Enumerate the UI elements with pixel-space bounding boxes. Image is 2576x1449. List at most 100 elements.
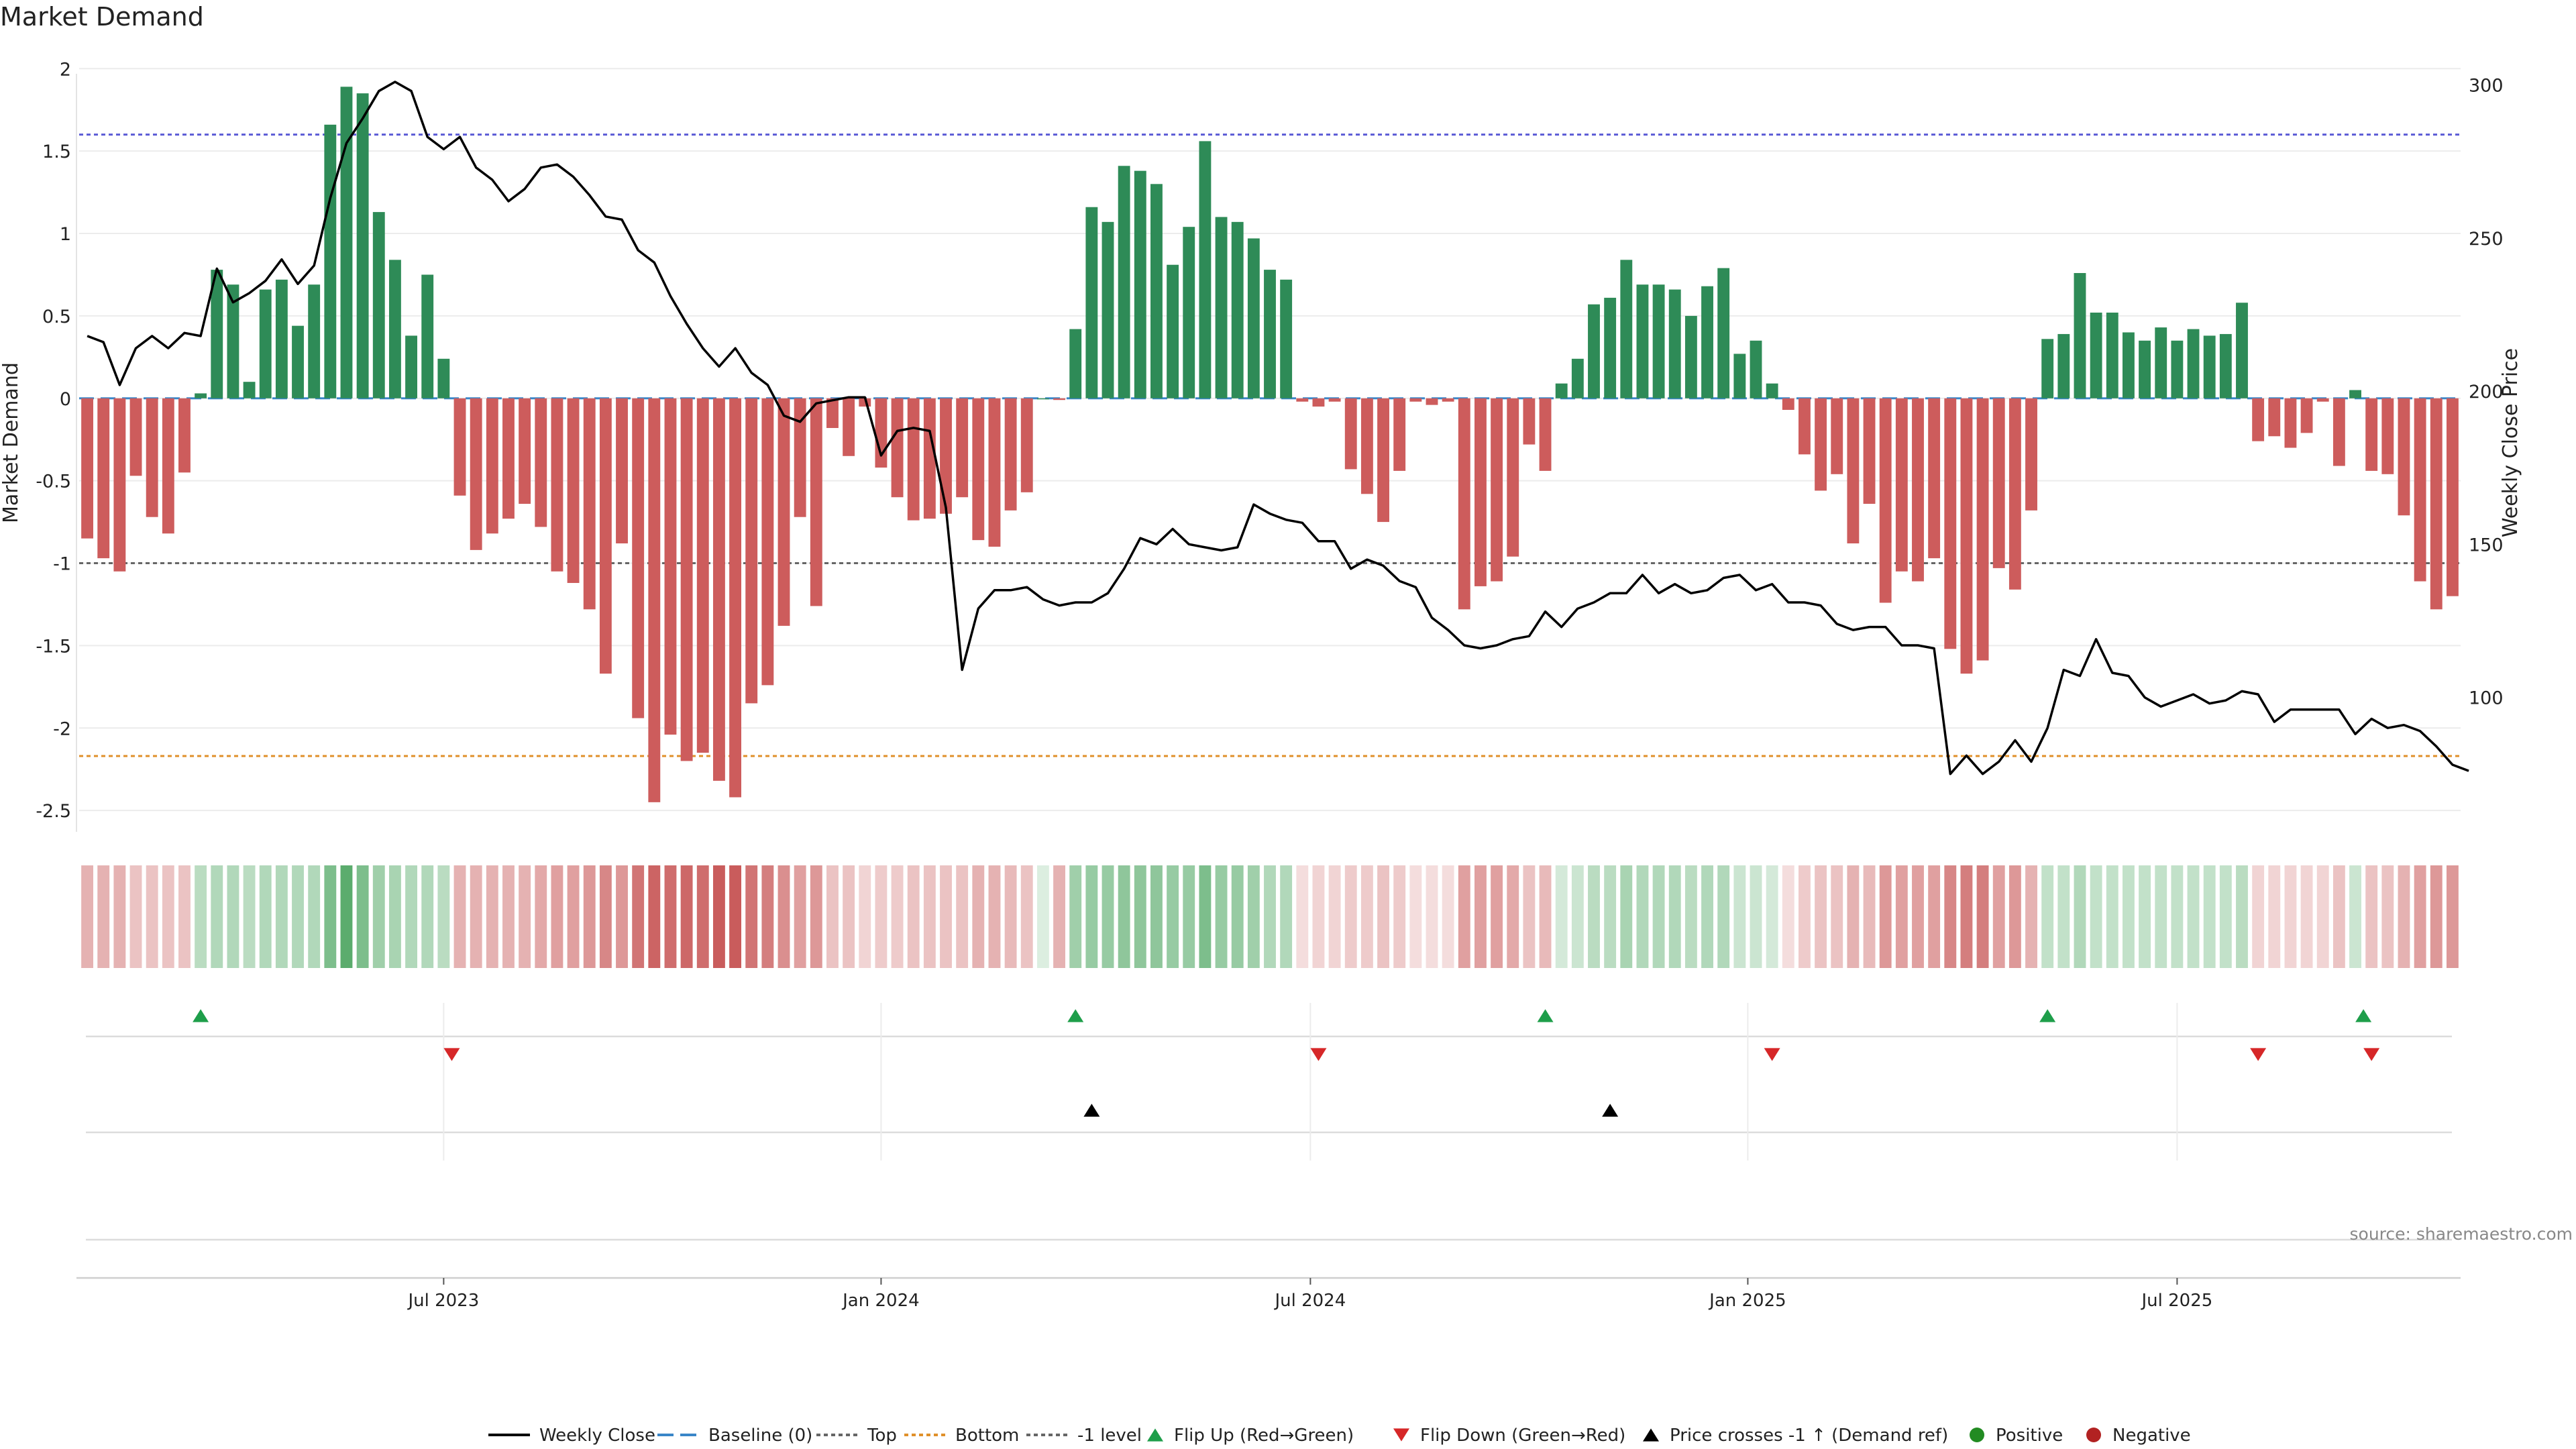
y-tick-label: -1 [53,554,71,575]
band-cell [2122,865,2135,968]
band-cell [2332,865,2345,968]
band-cell [1264,865,1276,968]
demand-bar [2381,398,2394,474]
band-cell [648,865,661,968]
legend-label: Baseline (0) [708,1426,812,1446]
y-tick-label: 2 [60,59,71,80]
demand-bar [1604,297,1617,398]
band-cell [1928,865,1941,968]
demand-bar [1976,398,1989,661]
demand-bar [2300,398,2313,433]
demand-bar [2430,398,2443,610]
band-cell [1976,865,1989,968]
demand-bar [2349,390,2361,398]
band-cell [1215,865,1228,968]
band-cell [1328,865,1341,968]
band-cell [2155,865,2167,968]
demand-bar [1069,329,1082,398]
legend-item-baseline: Baseline (0) [657,1426,812,1446]
demand-bar [1523,398,1536,445]
band-cell [259,865,272,968]
demand-bar [2365,398,2378,471]
demand-bar [1992,398,2005,568]
demand-bar [2332,398,2345,466]
demand-bar [1944,398,1957,649]
y-tick-label: -2 [53,718,71,739]
band-cell [1620,865,1633,968]
chart-title: Market Demand [0,2,204,32]
band-cell [2041,865,2054,968]
legend-label: Bottom [955,1426,1019,1446]
legend-label: Top [867,1426,897,1446]
event-marker-panels [86,1003,2452,1442]
band-cell [2025,865,2037,968]
demand-bar [1360,398,1373,494]
demand-bar [616,398,628,544]
band-cell [1312,865,1325,968]
flip-up-marker [2039,1009,2056,1022]
price-cross-marker [1602,1104,1619,1117]
legend-label: Price crosses -1 ↑ (Demand ref) [1670,1426,1948,1446]
y2-tick-label: 100 [2469,688,2504,709]
demand-bar [1150,184,1163,398]
band-cell [1491,865,1503,968]
band-cell [1733,865,1746,968]
legend-swatch [1970,1428,1984,1442]
band-cell [1409,865,1422,968]
demand-bar [1960,398,1973,674]
x-tick-label: Jan 2025 [1708,1291,1786,1311]
band-cell [972,865,985,968]
band-cell [1684,865,1697,968]
demand-intensity-band [81,865,2459,968]
y-tick-label: 1 [60,224,71,245]
demand-bar [1684,315,1697,398]
band-cell [940,865,952,968]
demand-bar [1296,398,1309,402]
y2-tick-label: 300 [2469,76,2504,97]
band-cell [1523,865,1536,968]
band-cell [2219,865,2232,968]
x-axis-ticks: Jul 2023 Jan 2024 Jul 2024 Jan 2025 Jul 2025 [76,74,2461,1311]
demand-bar [470,398,482,550]
band-cell [437,865,450,968]
band-cell [388,865,401,968]
demand-bar [1701,286,1713,398]
y-axis-ticks: 2 1.5 1 0.5 0 -0.5 -1 -1.5 -2 -2.5 [36,59,71,822]
demand-bar [794,398,806,517]
band-cell [1912,865,1924,968]
legend-label: Weekly Close [539,1426,655,1446]
demand-bar [2284,398,2297,448]
demand-bar [843,398,855,456]
y-tick-label: -0.5 [36,472,71,492]
reference-lines [79,133,2461,757]
demand-bar [907,398,920,521]
demand-bar [2106,312,2118,398]
demand-bar [2041,339,2054,398]
demand-bar [2155,327,2167,398]
demand-bar [162,398,174,534]
band-cell [1247,865,1260,968]
demand-bar [1491,398,1503,582]
demand-bar [826,398,839,429]
demand-bar [1895,398,1908,572]
band-cell [1799,865,1811,968]
demand-bar [1458,398,1470,610]
band-cell [1199,865,1212,968]
demand-bar [1928,398,1941,559]
band-cell [1717,865,1730,968]
band-cell [146,865,158,968]
y2-tick-label: 250 [2469,229,2504,250]
demand-bar [1344,398,1357,470]
band-cell [1360,865,1373,968]
legend-item-bottom: Bottom [904,1426,1019,1446]
demand-bar [292,325,304,398]
demand-bar [2139,340,2151,398]
band-cell [1879,865,1892,968]
band-cell [178,865,191,968]
legend-item-cross: Price crosses -1 ↑ (Demand ref) [1670,1426,1948,1446]
flip-down-marker [1310,1048,1327,1061]
demand-bar [1474,398,1487,586]
y2-tick-label: 150 [2469,535,2504,555]
demand-bar [1183,227,1195,398]
legend-item-positive: Positive [1970,1426,2063,1446]
